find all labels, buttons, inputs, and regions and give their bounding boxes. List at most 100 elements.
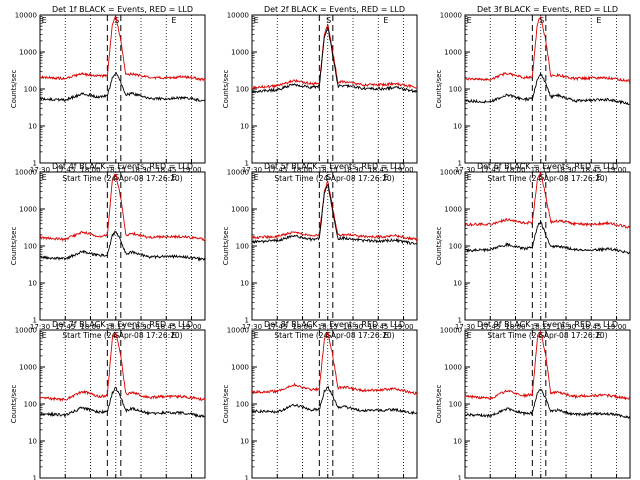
- y-tick-label: 10000: [15, 327, 37, 335]
- marker-label: E: [596, 173, 601, 182]
- y-tick-label: 1000: [444, 49, 462, 57]
- panel-title: Det 6f BLACK = Events, RED = LLD: [477, 162, 618, 171]
- x-tick-label: 17:45: [55, 323, 75, 331]
- x-tick-label: 19:00: [181, 166, 201, 174]
- y-tick-label: 100: [24, 86, 37, 94]
- y-tick-label: 1000: [19, 49, 37, 57]
- events-series-line: [251, 183, 418, 246]
- x-tick-label: 18:45: [581, 166, 601, 174]
- y-tick-label: 10: [240, 280, 249, 288]
- detector-panel: Det 2f BLACK = Events, RED = LLD Counts/s…: [222, 5, 418, 183]
- y-axis-label: Counts/sec: [222, 70, 230, 109]
- events-series-line: [251, 385, 418, 416]
- marker-label: E: [254, 331, 259, 340]
- y-tick-label: 1000: [19, 364, 37, 372]
- x-tick-label: 18:15: [318, 323, 338, 331]
- x-tick-label: 17:30: [455, 166, 475, 174]
- events-series-line: [464, 72, 631, 105]
- y-tick-label: 1: [33, 317, 37, 325]
- plot-frame: [39, 329, 206, 479]
- x-tick-label: 17:45: [267, 166, 287, 174]
- x-tick-label: 18:30: [131, 166, 151, 174]
- detector-panel: Det 5f BLACK = Events, RED = LLD Counts/s…: [222, 162, 418, 340]
- lld-series-line: [464, 330, 631, 401]
- marker-label: S: [326, 16, 331, 25]
- y-tick-label: 100: [449, 86, 462, 94]
- marker-label: E: [383, 173, 388, 182]
- x-tick-label: 17:45: [267, 323, 287, 331]
- y-tick-label: 1: [33, 160, 37, 168]
- marker-label: E: [254, 173, 259, 182]
- x-tick-label: 18:00: [292, 166, 312, 174]
- x-tick-label: 17:45: [480, 323, 500, 331]
- x-tick-label: 18:30: [131, 323, 151, 331]
- y-tick-label: 10000: [15, 169, 37, 177]
- panel-title: Det 1f BLACK = Events, RED = LLD: [52, 5, 193, 14]
- plot-frame: [464, 171, 631, 321]
- y-tick-label: 1: [245, 317, 249, 325]
- y-tick-label: 1000: [19, 206, 37, 214]
- y-tick-label: 10000: [227, 169, 249, 177]
- y-tick-label: 1: [458, 160, 462, 168]
- y-tick-label: 100: [236, 86, 249, 94]
- x-tick-label: 18:30: [556, 323, 576, 331]
- lld-series-line: [39, 173, 206, 242]
- marker-label: E: [42, 173, 47, 182]
- x-tick-label: 18:45: [156, 323, 176, 331]
- y-tick-label: 10: [28, 280, 37, 288]
- plot-frame: [464, 329, 631, 479]
- x-axis-label: Start Time (24-Apr-08 17:26:20): [487, 331, 607, 340]
- y-tick-label: 100: [236, 243, 249, 251]
- marker-label: E: [596, 331, 601, 340]
- x-axis-label: Start Time (24-Apr-08 17:26:20): [62, 174, 182, 183]
- y-axis-label: Counts/sec: [222, 227, 230, 266]
- x-tick-label: 18:30: [343, 323, 363, 331]
- panel-title: Det 2f BLACK = Events, RED = LLD: [264, 5, 405, 14]
- y-tick-label: 1000: [231, 49, 249, 57]
- x-axis-label: Start Time (24-Apr-08 17:26:20): [274, 331, 394, 340]
- marker-label: E: [596, 16, 601, 25]
- y-tick-label: 10: [28, 438, 37, 446]
- lld-series-line: [464, 172, 631, 229]
- x-axis-label: Start Time (24-Apr-08 17:26:20): [274, 174, 394, 183]
- x-tick-label: 19:00: [606, 166, 626, 174]
- detector-panel: Det 4f BLACK = Events, RED = LLD Counts/s…: [10, 162, 206, 340]
- x-tick-label: 19:00: [393, 323, 413, 331]
- x-tick-label: 17:45: [480, 166, 500, 174]
- marker-label: E: [171, 173, 176, 182]
- lld-series-line: [251, 331, 418, 395]
- y-axis-label: Counts/sec: [10, 70, 18, 109]
- y-tick-label: 10: [240, 438, 249, 446]
- y-axis-label: Counts/sec: [10, 227, 18, 266]
- y-tick-label: 1: [458, 475, 462, 480]
- marker-label: E: [171, 331, 176, 340]
- y-tick-label: 1000: [231, 364, 249, 372]
- marker-label: E: [467, 331, 472, 340]
- x-tick-label: 17:30: [455, 323, 475, 331]
- marker-label: E: [42, 331, 47, 340]
- detector-panel: Det 7f BLACK = Events, RED = LLD Counts/s…: [10, 320, 206, 480]
- x-tick-label: 17:30: [242, 166, 262, 174]
- y-tick-label: 10000: [440, 12, 462, 20]
- panel-title: Det 5f BLACK = Events, RED = LLD: [264, 162, 405, 171]
- y-tick-label: 10: [453, 123, 462, 131]
- plot-frame: [464, 14, 631, 164]
- x-tick-label: 18:00: [505, 166, 525, 174]
- x-tick-label: 18:30: [343, 166, 363, 174]
- detector-panel: Det 8f BLACK = Events, RED = LLD Counts/s…: [222, 320, 418, 480]
- x-axis-label: Start Time (24-Apr-08 17:26:20): [62, 331, 182, 340]
- lld-series-line: [39, 14, 206, 82]
- panel-title: Det 9f BLACK = Events, RED = LLD: [477, 320, 618, 329]
- events-series-line: [39, 386, 206, 418]
- y-tick-label: 1000: [444, 206, 462, 214]
- marker-label: E: [383, 16, 388, 25]
- x-tick-label: 18:45: [368, 166, 388, 174]
- x-tick-label: 18:00: [505, 323, 525, 331]
- detector-panel: Det 6f BLACK = Events, RED = LLD Counts/s…: [435, 162, 631, 340]
- y-tick-label: 1000: [444, 364, 462, 372]
- detector-panel: Det 3f BLACK = Events, RED = LLD Counts/s…: [435, 5, 631, 183]
- x-tick-label: 19:00: [606, 323, 626, 331]
- y-tick-label: 10000: [227, 327, 249, 335]
- x-tick-label: 18:45: [581, 323, 601, 331]
